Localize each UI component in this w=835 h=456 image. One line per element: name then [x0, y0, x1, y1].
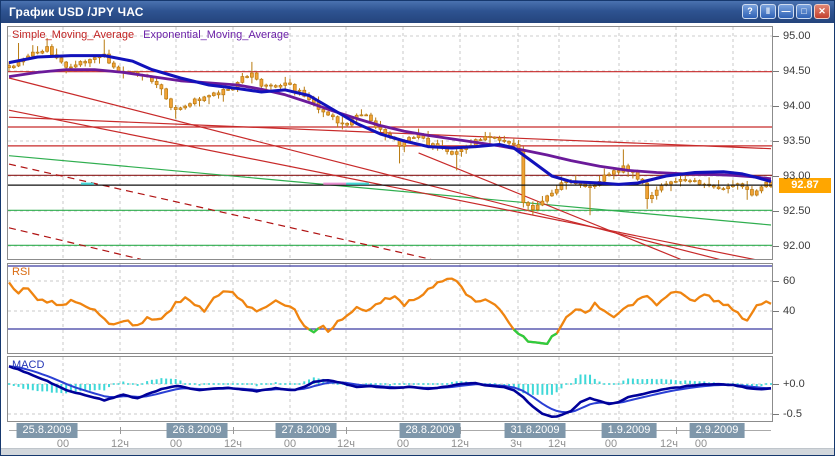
help-button[interactable]: ? [742, 4, 758, 19]
rsi-panel: RSI [7, 263, 773, 354]
macd-axis-label: +0.0 [783, 378, 805, 390]
time-label: 00 [283, 438, 297, 450]
time-label: 12ч [451, 438, 469, 450]
axis-tick-mark [346, 427, 347, 434]
axis-tick-mark [120, 427, 121, 434]
rsi-axis-label-tick [773, 281, 779, 282]
date-badge: 2.9.2009 [689, 423, 745, 438]
price-axis-label: 92.50 [783, 205, 811, 217]
rsi-canvas[interactable] [8, 264, 772, 353]
rsi-axis-label: 60 [783, 275, 796, 287]
time-label: 00 [396, 438, 410, 450]
axis-tick-mark [676, 427, 677, 434]
macd-axis-label-tick [773, 384, 779, 385]
price-axis-label: 94.50 [783, 65, 811, 77]
price-chart-canvas[interactable] [8, 27, 772, 259]
macd-canvas[interactable] [8, 357, 772, 421]
price-axis-label-tick [773, 106, 779, 107]
price-axis-label: 93.50 [783, 135, 811, 147]
price-axis-label-tick [773, 211, 779, 212]
time-label: 12ч [111, 438, 129, 450]
minimize-button[interactable]: — [778, 4, 794, 19]
price-axis-label: 95.00 [783, 30, 811, 42]
macd-axis-label-tick [773, 414, 779, 415]
rsi-axis-label: 40 [783, 305, 796, 317]
date-badge: 25.8.2009 [16, 423, 78, 438]
close-button[interactable]: ✕ [814, 4, 830, 19]
date-badge: 27.8.2009 [275, 423, 337, 438]
price-axis-label: 92.00 [783, 240, 811, 252]
current-price-badge: 92.87 [779, 178, 831, 193]
date-badge: 26.8.2009 [166, 423, 228, 438]
date-badge: 28.8.2009 [399, 423, 461, 438]
date-badge: 31.8.2009 [504, 423, 566, 438]
price-axis-label-tick [773, 246, 779, 247]
macd-panel: MACD [7, 356, 773, 422]
time-label: 12ч [660, 438, 678, 450]
time-label: 12ч [548, 438, 566, 450]
macd-axis-label: -0.5 [783, 408, 802, 420]
price-axis-label-tick [773, 71, 779, 72]
date-axis: 25.8.2009 26.8.2009 27.8.2009 28.8.2009 31.8… [1, 422, 773, 450]
price-chart-panel: Simple_Moving_Average Exponential_Moving… [7, 26, 773, 260]
price-axis-label-tick [773, 36, 779, 37]
price-axis-label: 94.00 [783, 100, 811, 112]
rsi-axis-label-tick [773, 311, 779, 312]
date-badge: 1.9.2009 [601, 423, 657, 438]
price-axis-label: 93.00 [783, 170, 811, 182]
time-label: 00 [694, 438, 708, 450]
price-axis-label-tick [773, 176, 779, 177]
value-axis-column: 92.87 95.00 94.50 94.00 93.50 93.00 92.50 92.0… [773, 1, 834, 455]
time-label: 12ч [337, 438, 355, 450]
pause-button[interactable]: ‖ [760, 4, 776, 19]
time-label: 12ч [224, 438, 242, 450]
axis-tick-mark [233, 427, 234, 434]
window-title: График USD /JPY ЧАС [9, 5, 144, 19]
title-bar[interactable]: График USD /JPY ЧАС ? ‖ — □ ✕ [1, 1, 834, 23]
time-label: 00 [56, 438, 70, 450]
window-bottom-edge [1, 448, 834, 455]
window-controls: ? ‖ — □ ✕ [742, 4, 830, 19]
price-axis-label-tick [773, 141, 779, 142]
date-axis-line [9, 430, 771, 431]
maximize-button[interactable]: □ [796, 4, 812, 19]
time-label: 00 [169, 438, 183, 450]
time-label: 00 [604, 438, 618, 450]
time-label: 3ч [510, 438, 522, 450]
axis-tick-mark [460, 427, 461, 434]
